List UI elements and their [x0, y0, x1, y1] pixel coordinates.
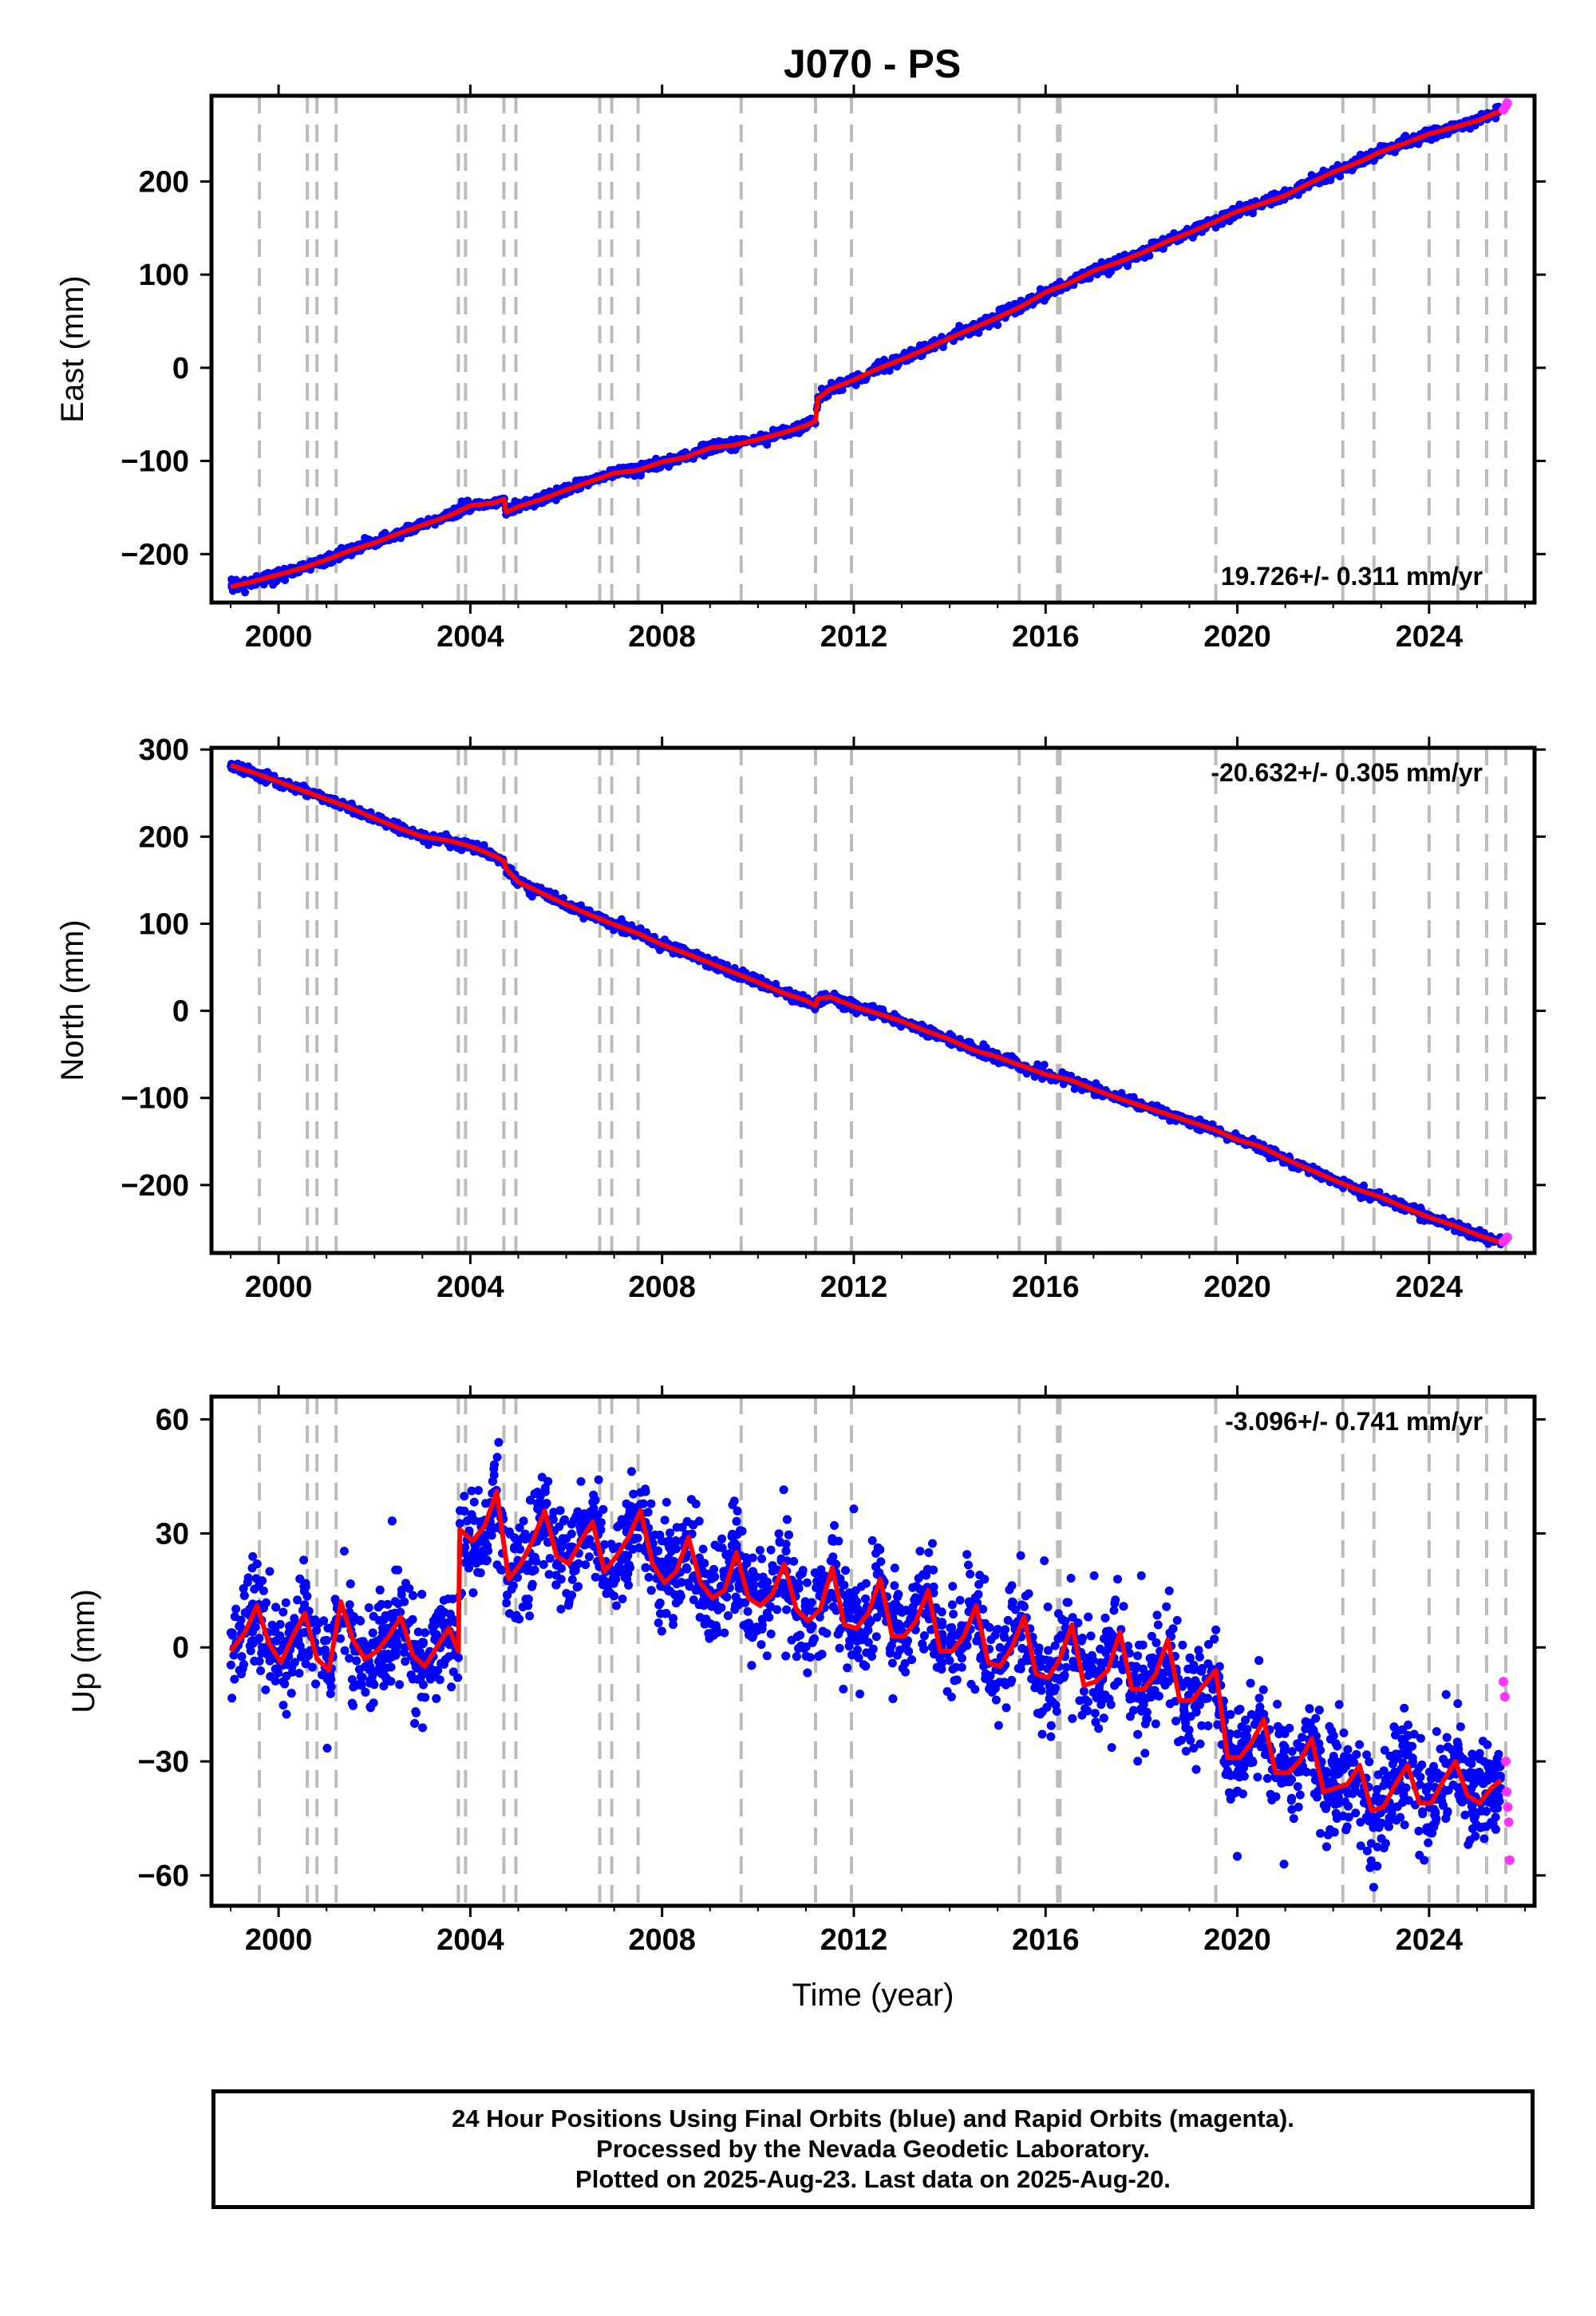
data-point	[655, 946, 664, 954]
x-tick-label: 2020	[1203, 1271, 1271, 1304]
y-tick-label: −200	[120, 1169, 189, 1203]
data-point	[661, 935, 670, 944]
data-point	[614, 464, 623, 472]
panel-north: 2000 2004 2008 2012 2016 2020 2024 300 200 100 0 −1…	[55, 733, 1546, 1304]
figure-title: J070 - PS	[784, 41, 961, 86]
data-point	[1166, 1117, 1175, 1125]
model-fit-line-east	[230, 108, 1503, 590]
data-point	[1400, 132, 1408, 141]
x-tick-label: 2000	[245, 1271, 313, 1304]
x-tick-label: 2016	[1012, 1271, 1080, 1304]
velocity-rate-text: 19.726+/- 0.311 mm/yr	[1221, 562, 1483, 591]
panels: 2000 2004 2008 2012 2016 2020 2024−200−1000100…	[55, 85, 1546, 2013]
data-point	[733, 435, 741, 443]
x-tick-label: 2008	[628, 1271, 696, 1304]
plot-area-north	[227, 748, 1512, 1253]
y-tick-label: 0	[172, 995, 189, 1029]
data-point	[874, 358, 883, 366]
data-point	[263, 768, 272, 777]
y-tick-label: 200	[139, 820, 189, 854]
data-point	[763, 441, 772, 449]
data-point	[827, 378, 836, 387]
data-point	[841, 1005, 850, 1014]
y-tick-label: −200	[120, 538, 189, 571]
data-point	[938, 343, 947, 351]
velocity-rate-text: -20.632+/- 0.305 mm/yr	[1211, 758, 1483, 787]
data-point	[1104, 270, 1113, 279]
y-axis-label: East (mm)	[55, 275, 90, 422]
y-tick-label: −100	[120, 1082, 189, 1116]
plot-area-east	[227, 96, 1512, 603]
rapid-orbit-points-north	[1499, 1232, 1512, 1247]
x-tick-label: 2008	[628, 620, 696, 654]
data-point	[1231, 1129, 1240, 1137]
data-point	[772, 979, 780, 988]
x-tick-label: 2004	[437, 1271, 504, 1304]
y-tick-label: 200	[139, 165, 189, 199]
data-point	[272, 577, 281, 586]
rapid-orbit-points-east	[1499, 98, 1512, 115]
data-point	[1484, 1239, 1493, 1248]
y-tick-label: −100	[120, 445, 189, 479]
x-tick-label: 2012	[820, 620, 888, 654]
y-tick-label: 100	[139, 907, 189, 941]
x-tick-label: 2004	[437, 620, 504, 654]
panel-east: 2000 2004 2008 2012 2016 2020 2024 −200 −100 0 100…	[55, 85, 1546, 654]
y-tick-label: 300	[139, 733, 189, 767]
x-tick-label: 2020	[1203, 620, 1271, 654]
x-tick-label: 2016	[1012, 620, 1080, 654]
x-tick-label: 2012	[820, 1271, 888, 1304]
y-tick-label: 0	[172, 352, 189, 385]
data-point	[457, 497, 466, 506]
y-tick-label: 100	[139, 259, 189, 292]
model-fit-line-north	[230, 762, 1502, 1245]
x-tick-label: 2000	[245, 620, 313, 654]
data-point	[241, 588, 250, 597]
frame-east	[209, 93, 1537, 605]
data-point	[1033, 1060, 1042, 1069]
final-orbit-points-east	[227, 102, 1504, 597]
data-point	[1040, 1061, 1049, 1069]
final-orbit-points-up	[226, 1437, 1505, 1892]
y-axis-label: North (mm)	[55, 919, 90, 1081]
frame-north	[209, 745, 1537, 1255]
data-point	[817, 385, 826, 393]
x-tick-label: 2024	[1396, 620, 1464, 654]
rapid-point	[1502, 1232, 1512, 1243]
panel-up: 2000 2004 2008 2012 2016 2020 202460300−30−60U…	[66, 1385, 1546, 2013]
x-tick-label: 2024	[1396, 1271, 1464, 1304]
rapid-point	[1502, 98, 1512, 109]
plot-area-up	[226, 1397, 1515, 1906]
data-point	[617, 915, 626, 923]
data-point	[893, 362, 902, 371]
